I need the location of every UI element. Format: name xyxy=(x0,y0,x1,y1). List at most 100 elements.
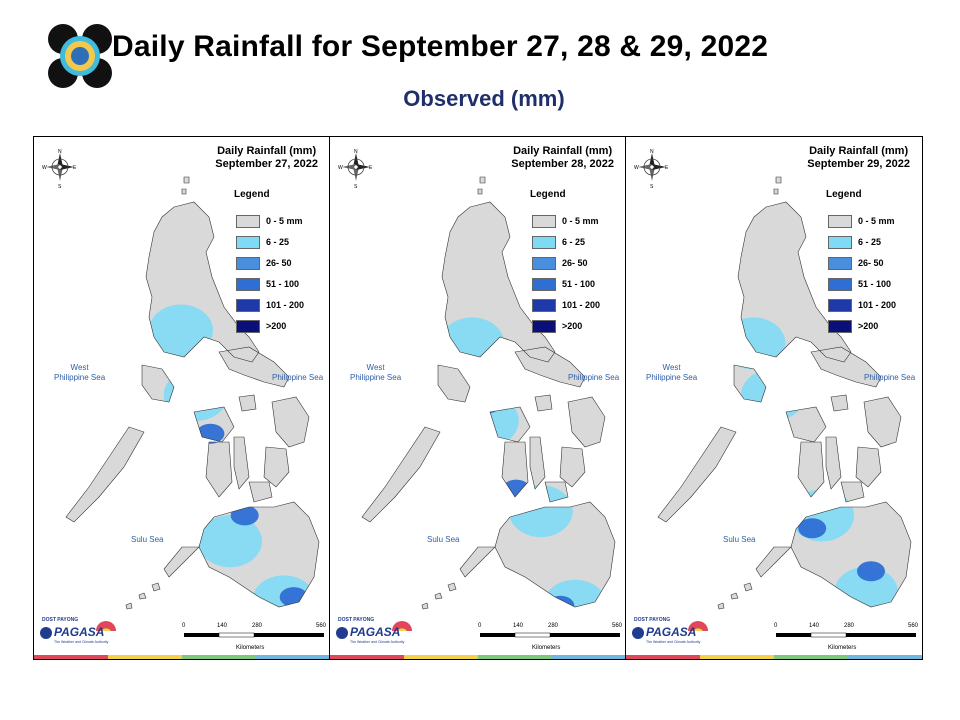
rain-area-heavy xyxy=(502,479,531,500)
pagasa-tagline: The Weather and Climate Authority xyxy=(646,640,701,644)
legend-label: 0 - 5 mm xyxy=(562,216,599,226)
footer-color-bar xyxy=(626,655,922,659)
rainfall-map-panel: Daily Rainfall (mm) September 29, 2022 N… xyxy=(625,136,923,660)
scale-unit: Kilometers xyxy=(532,645,561,651)
scale-tick-label: 280 xyxy=(548,623,559,629)
rain-area-heavy xyxy=(729,346,758,367)
legend-swatch xyxy=(828,215,852,228)
dost-logo xyxy=(47,23,113,89)
philippine-sea-label: Philippine Sea xyxy=(272,373,324,382)
rain-area-light xyxy=(198,515,262,568)
page-title: Daily Rainfall for September 27, 28 & 29… xyxy=(112,30,769,63)
legend-label: >200 xyxy=(562,321,583,331)
sulu-sea-label: Sulu Sea xyxy=(131,535,164,544)
legend-swatch xyxy=(532,278,556,291)
west-sea-line2: Philippine Sea xyxy=(54,373,106,382)
legend-label: 101 - 200 xyxy=(858,300,897,310)
legend-swatch xyxy=(828,320,852,333)
scale-tick-label: 0 xyxy=(774,623,778,629)
pagasa-small-text: DOST PAYONG xyxy=(338,617,375,623)
legend-swatch xyxy=(532,236,556,249)
pagasa-name: PAGASA xyxy=(646,625,697,639)
west-sea-line1: West xyxy=(366,363,385,372)
compass-e: E xyxy=(369,165,373,171)
rain-area-heavy xyxy=(176,453,205,474)
west-sea-line2: Philippine Sea xyxy=(350,373,402,382)
legend-swatch xyxy=(828,257,852,270)
legend-label: 51 - 100 xyxy=(266,279,300,289)
scale-tick-label: 280 xyxy=(252,623,263,629)
compass-rose-icon: N S E W xyxy=(634,149,670,190)
rain-area-light xyxy=(543,579,607,609)
scale-bar: 0 140 280 560 Kilometers xyxy=(774,623,918,653)
legend-label: 51 - 100 xyxy=(562,279,596,289)
rain-area-light xyxy=(721,317,786,370)
compass-w: W xyxy=(634,165,639,171)
rain-area-heavy xyxy=(546,595,575,609)
rain-area-heavy xyxy=(857,561,885,582)
scale-tick-label: 140 xyxy=(513,623,524,629)
legend-label: 6 - 25 xyxy=(562,237,586,247)
legend-label: 0 - 5 mm xyxy=(858,216,895,226)
legend-label: 26- 50 xyxy=(266,258,292,268)
panel-title-line1: Daily Rainfall (mm) xyxy=(809,145,909,157)
legend-label: 26- 50 xyxy=(858,258,884,268)
panel-title-line1: Daily Rainfall (mm) xyxy=(217,145,317,157)
scale-tick-label: 140 xyxy=(217,623,228,629)
rain-area-heavy xyxy=(749,453,778,474)
legend-swatch xyxy=(236,299,260,312)
footer-color-bar xyxy=(330,655,626,659)
legend-swatch xyxy=(828,236,852,249)
compass-w: W xyxy=(338,165,343,171)
pagasa-name: PAGASA xyxy=(350,625,401,639)
philippine-sea-label: Philippine Sea xyxy=(864,373,916,382)
pagasa-logo: DOST PAYONG PAGASA The Weather and Clima… xyxy=(334,617,414,651)
legend-label: >200 xyxy=(858,321,879,331)
legend-swatch xyxy=(236,236,260,249)
west-sea-line1: West xyxy=(662,363,681,372)
legend-swatch xyxy=(236,320,260,333)
compass-n: N xyxy=(354,149,358,155)
legend-label: 26- 50 xyxy=(562,258,588,268)
scale-bar: 0 140 280 560 Kilometers xyxy=(478,623,623,653)
pagasa-tagline: The Weather and Climate Authority xyxy=(350,640,405,644)
legend-title: Legend xyxy=(530,189,566,200)
legend-swatch xyxy=(236,257,260,270)
panel-date: September 28, 2022 xyxy=(511,158,614,170)
archipelago-map xyxy=(361,176,616,610)
rain-area-heavy xyxy=(196,423,225,444)
archipelago-map xyxy=(65,176,320,610)
sulu-sea-label: Sulu Sea xyxy=(723,535,756,544)
compass-n: N xyxy=(58,149,62,155)
scale-unit: Kilometers xyxy=(828,645,857,651)
legend-swatch xyxy=(236,215,260,228)
scale-tick-label: 0 xyxy=(478,623,482,629)
panel-title: Daily Rainfall (mm) September 29, 2022 xyxy=(807,145,910,171)
rain-area-light xyxy=(741,369,805,421)
footer-color-bar xyxy=(34,655,330,659)
page-subtitle: Observed (mm) xyxy=(403,86,565,111)
legend-label: >200 xyxy=(266,321,287,331)
pagasa-logo: DOST PAYONG PAGASA The Weather and Clima… xyxy=(630,617,710,651)
rain-area-light xyxy=(163,369,228,421)
legend-swatch xyxy=(828,299,852,312)
west-sea-line2: Philippine Sea xyxy=(646,373,698,382)
legend-label: 0 - 5 mm xyxy=(266,216,303,226)
legend-title: Legend xyxy=(234,189,270,200)
compass-e: E xyxy=(665,165,669,171)
panel-date: September 29, 2022 xyxy=(807,158,910,170)
scale-tick-label: 280 xyxy=(844,623,855,629)
pagasa-tagline: The Weather and Climate Authority xyxy=(54,640,109,644)
legend-swatch xyxy=(532,257,556,270)
compass-rose-icon: N S E W xyxy=(42,149,78,190)
west-philippine-sea-label: West Philippine Sea xyxy=(54,363,105,383)
rain-area-light xyxy=(149,304,213,357)
compass-s: S xyxy=(650,184,654,189)
rain-area-light xyxy=(440,317,505,370)
scale-tick-label: 560 xyxy=(612,623,623,629)
legend-swatch xyxy=(532,215,556,228)
panel-title: Daily Rainfall (mm) September 28, 2022 xyxy=(511,145,614,171)
west-philippine-sea-label: West Philippine Sea xyxy=(646,363,697,383)
rain-area-heavy xyxy=(798,518,827,539)
rainfall-map-panel: Daily Rainfall (mm) September 27, 2022 N… xyxy=(33,136,331,660)
